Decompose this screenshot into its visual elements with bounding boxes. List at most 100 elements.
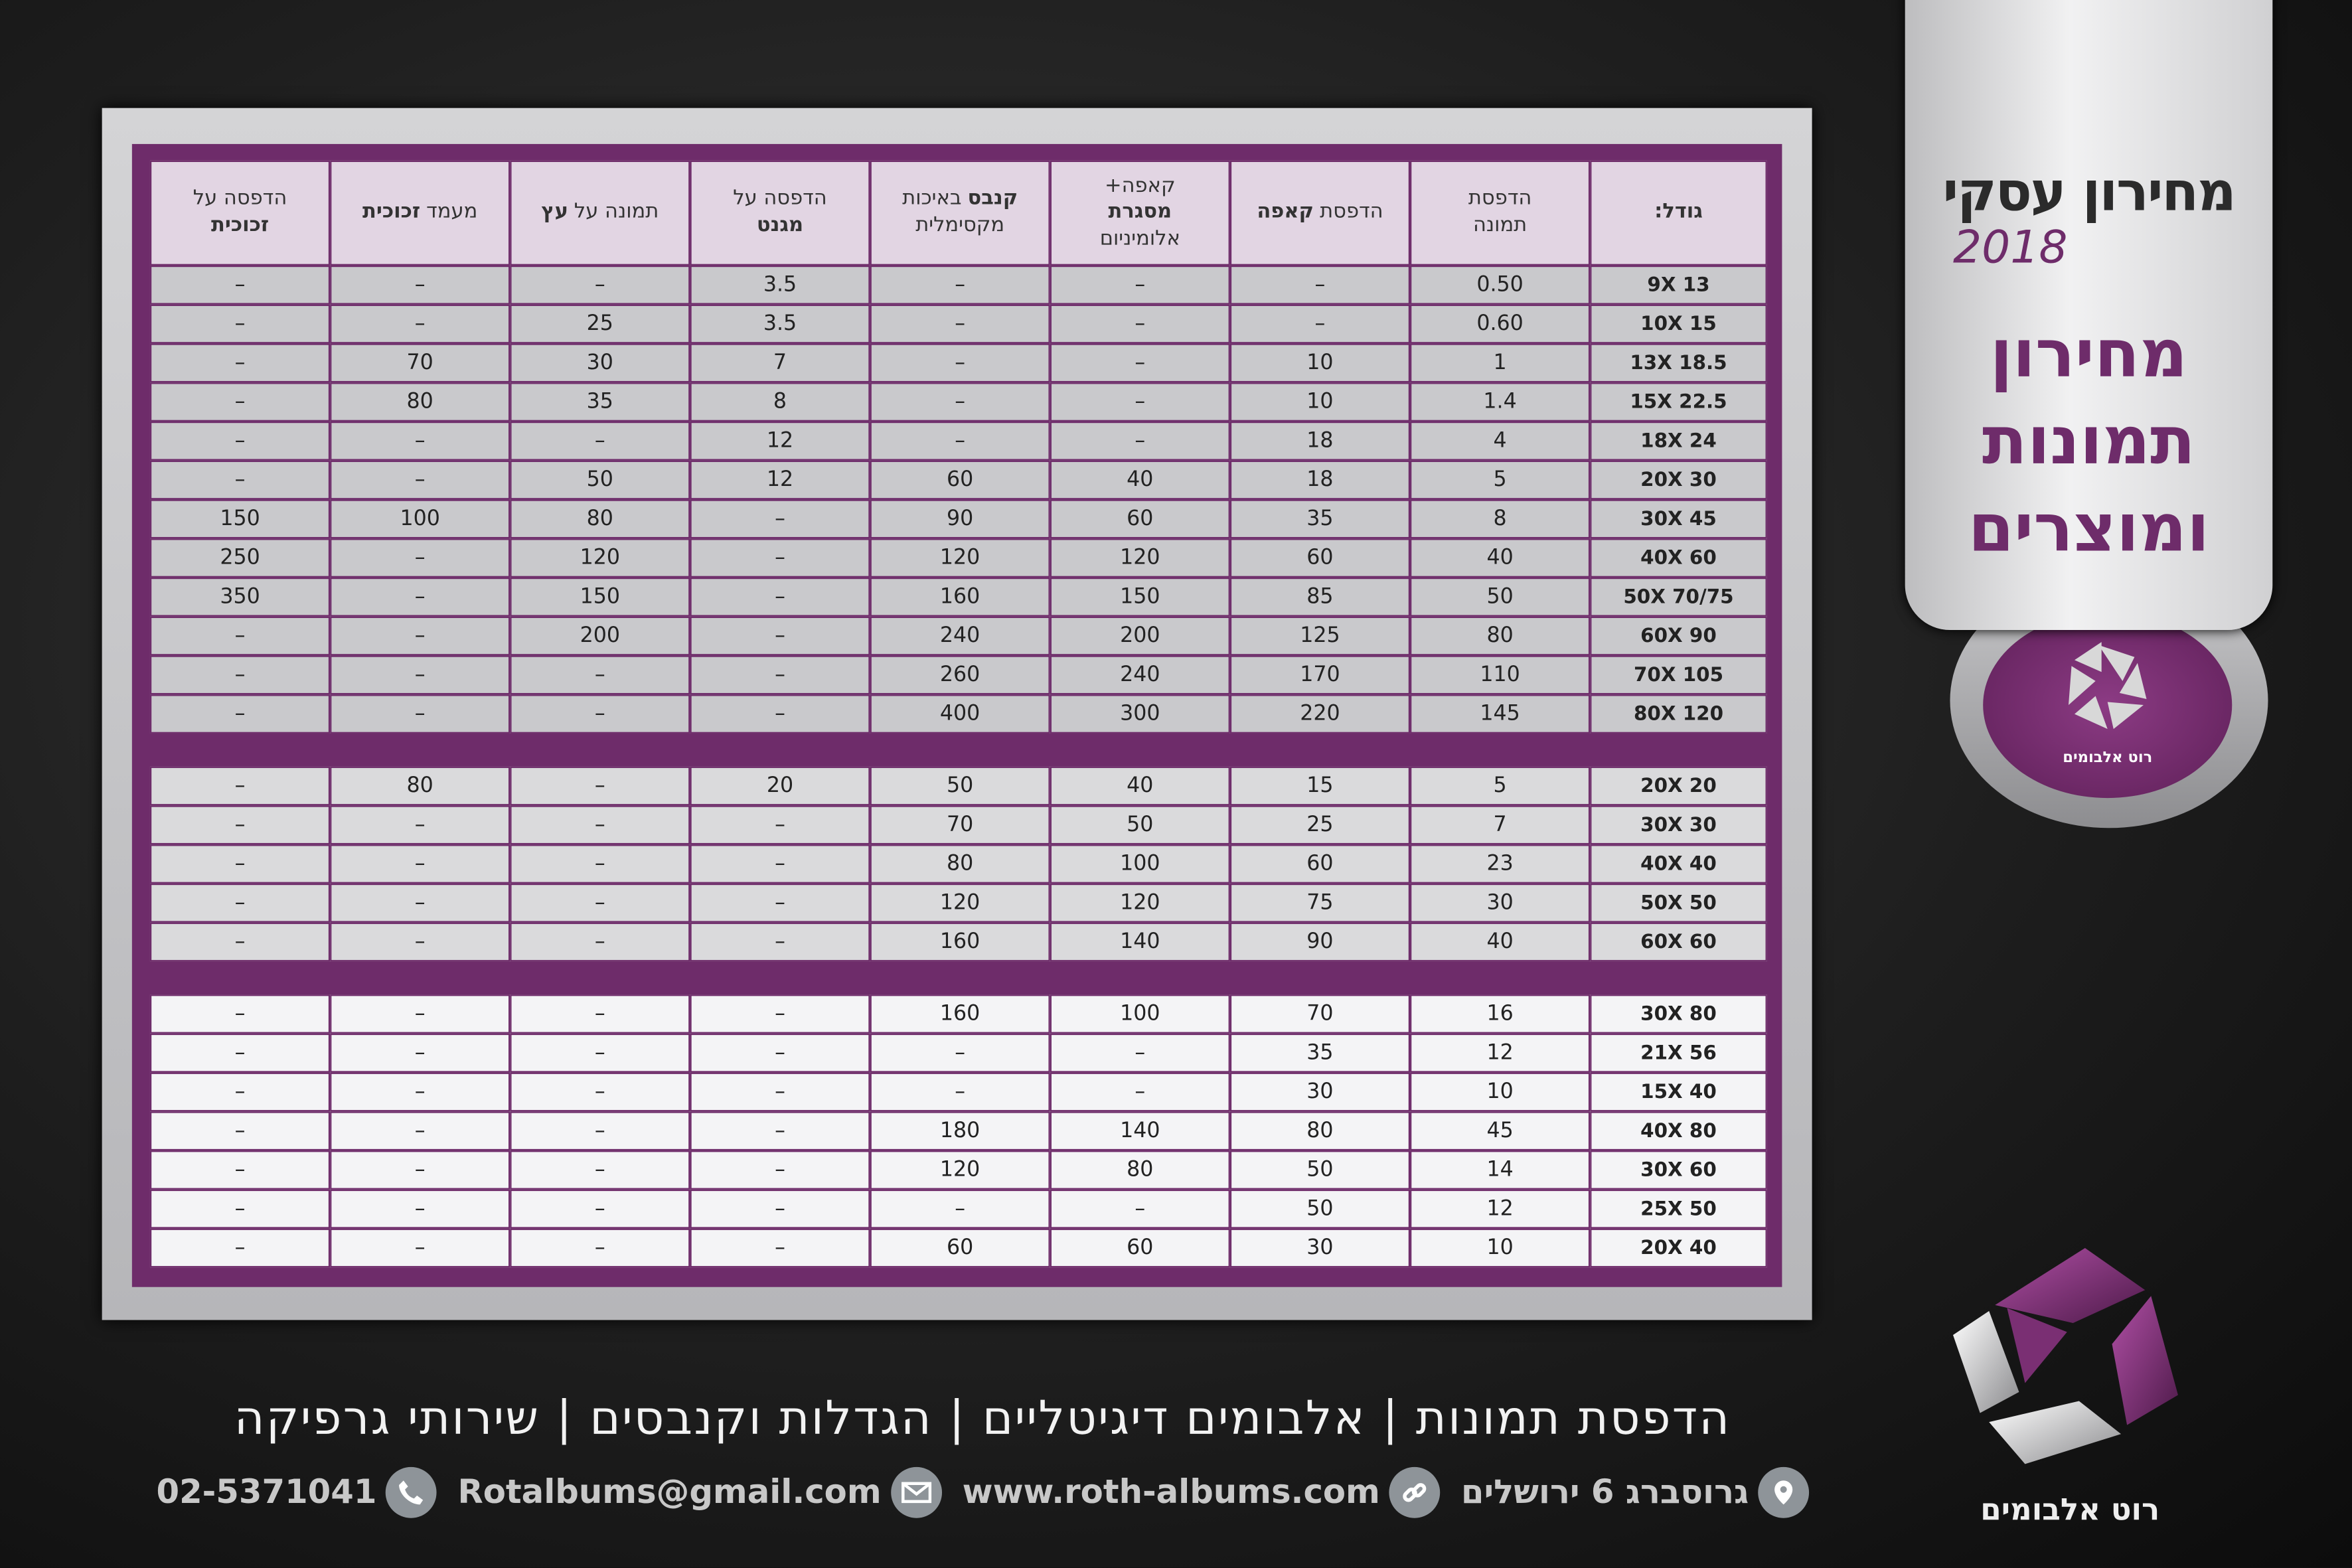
contacts: גרוסברג 6 ירושלים www.roth-albums.com Rota… bbox=[150, 1466, 1815, 1518]
price-cell: 90 bbox=[870, 499, 1050, 539]
price-cell: – bbox=[690, 1189, 870, 1229]
price-cell: 160 bbox=[870, 577, 1050, 617]
price-cell: – bbox=[149, 766, 331, 806]
price-cell: – bbox=[149, 616, 331, 656]
price-cell: 12 bbox=[1410, 1033, 1591, 1073]
price-cell: – bbox=[510, 1228, 690, 1268]
price-cell: – bbox=[690, 1033, 870, 1073]
price-cell: – bbox=[690, 1150, 870, 1190]
price-cell: – bbox=[870, 1189, 1050, 1229]
price-cell: – bbox=[690, 805, 870, 845]
price-cell: 30 bbox=[510, 343, 690, 383]
price-cell: 40 bbox=[1410, 922, 1591, 962]
footer-logo-text: רוט אלבומים bbox=[1980, 1491, 2160, 1528]
size-cell: 60X 90 bbox=[1590, 616, 1767, 656]
contact-text: www.roth-albums.com bbox=[962, 1474, 1380, 1512]
size-cell: 15X 40 bbox=[1590, 1072, 1767, 1112]
price-cell: – bbox=[690, 499, 870, 539]
size-cell: 30X 80 bbox=[1590, 994, 1767, 1034]
price-cell: 23 bbox=[1410, 844, 1591, 884]
header-line: הדפסת קאפה bbox=[1257, 200, 1383, 226]
price-cell: – bbox=[330, 265, 510, 305]
price-cell: 125 bbox=[1229, 616, 1411, 656]
price-cell: 80 bbox=[870, 844, 1050, 884]
header-text: תמונה bbox=[1472, 212, 1528, 238]
header-text: באיכות bbox=[902, 187, 962, 211]
price-cell: 14 bbox=[1410, 1150, 1591, 1190]
price-cell: 140 bbox=[1050, 922, 1230, 962]
contact-text: Rotalbums@gmail.com bbox=[457, 1474, 882, 1512]
size-cell: 40X 80 bbox=[1590, 1111, 1767, 1151]
price-cell: – bbox=[510, 655, 690, 695]
price-cell: 300 bbox=[1050, 694, 1230, 734]
price-cell: 120 bbox=[1050, 538, 1230, 578]
price-cell: – bbox=[510, 265, 690, 305]
price-cell: 50 bbox=[1410, 577, 1591, 617]
header-line: מסגרת bbox=[1108, 200, 1172, 226]
price-cell: – bbox=[1229, 265, 1411, 305]
header-cell: קאפה+ מסגרת אלומיניום bbox=[1050, 160, 1230, 266]
price-cell: 220 bbox=[1229, 694, 1411, 734]
price-cell: 70 bbox=[870, 805, 1050, 845]
price-cell: 25 bbox=[1229, 805, 1411, 845]
heading-line: תמונות bbox=[1982, 403, 2196, 481]
price-cell: 4 bbox=[1410, 421, 1591, 461]
contact-item: www.roth-albums.com bbox=[962, 1466, 1441, 1518]
header-text: הדפסת bbox=[1468, 187, 1532, 211]
price-cell: – bbox=[1050, 1189, 1230, 1229]
price-cell: 120 bbox=[1050, 883, 1230, 923]
price-cell: – bbox=[690, 577, 870, 617]
header-line: זכוכית bbox=[211, 213, 269, 240]
services-line: הדפסת תמונות | אלבומים דיגיטליים | הגדלו… bbox=[234, 1391, 1731, 1447]
price-cell: – bbox=[510, 1189, 690, 1229]
contact-icon bbox=[1757, 1466, 1809, 1518]
price-cell: 35 bbox=[1229, 499, 1411, 539]
price-cell: 7 bbox=[690, 343, 870, 383]
size-cell: 50X 70/75 bbox=[1590, 577, 1767, 617]
price-cell: 15 bbox=[1229, 766, 1411, 806]
price-cell: – bbox=[149, 805, 331, 845]
size-cell: 13X 18.5 bbox=[1590, 343, 1767, 383]
price-cell: – bbox=[330, 1072, 510, 1112]
price-cell: 50 bbox=[1229, 1150, 1411, 1190]
contact-text: 02-5371041 bbox=[156, 1474, 377, 1512]
price-cell: 180 bbox=[870, 1111, 1050, 1151]
price-cell: 50 bbox=[870, 766, 1050, 806]
size-cell: 20X 30 bbox=[1590, 460, 1767, 500]
price-cell: – bbox=[330, 994, 510, 1034]
header-text: זכוכית bbox=[211, 212, 270, 238]
header-line: קנבס באיכות bbox=[902, 187, 1018, 213]
price-cell: 50 bbox=[510, 460, 690, 500]
price-cell: – bbox=[149, 655, 331, 695]
price-cell: – bbox=[330, 538, 510, 578]
size-cell: 10X 15 bbox=[1590, 304, 1767, 344]
price-cell: 0.50 bbox=[1410, 265, 1591, 305]
size-cell: 30X 30 bbox=[1590, 805, 1767, 845]
size-cell: 25X 50 bbox=[1590, 1189, 1767, 1229]
price-cell: 30 bbox=[1410, 883, 1591, 923]
contact-icon bbox=[1389, 1466, 1441, 1518]
header-cell: גודל: bbox=[1590, 160, 1767, 266]
price-cell: 80 bbox=[330, 382, 510, 422]
price-cell: 50 bbox=[1050, 805, 1230, 845]
price-cell: 120 bbox=[510, 538, 690, 578]
size-cell: 80X 120 bbox=[1590, 694, 1767, 734]
size-cell: 15X 22.5 bbox=[1590, 382, 1767, 422]
price-cell: – bbox=[510, 421, 690, 461]
price-cell: 350 bbox=[149, 577, 331, 617]
price-cell: 25 bbox=[510, 304, 690, 344]
price-cell: 3.5 bbox=[690, 265, 870, 305]
price-cell: 120 bbox=[870, 883, 1050, 923]
price-cell: 8 bbox=[690, 382, 870, 422]
price-cell: – bbox=[330, 922, 510, 962]
price-cell: – bbox=[330, 1228, 510, 1268]
badge-logo: רוט אלבומים bbox=[1983, 611, 2233, 799]
price-cell: 150 bbox=[510, 577, 690, 617]
price-cell: 80 bbox=[1050, 1150, 1230, 1190]
price-cell: – bbox=[1050, 265, 1230, 305]
header-line: גודל: bbox=[1654, 200, 1703, 226]
price-cell: – bbox=[330, 805, 510, 845]
price-cell: 40 bbox=[1410, 538, 1591, 578]
price-cell: 200 bbox=[1050, 616, 1230, 656]
